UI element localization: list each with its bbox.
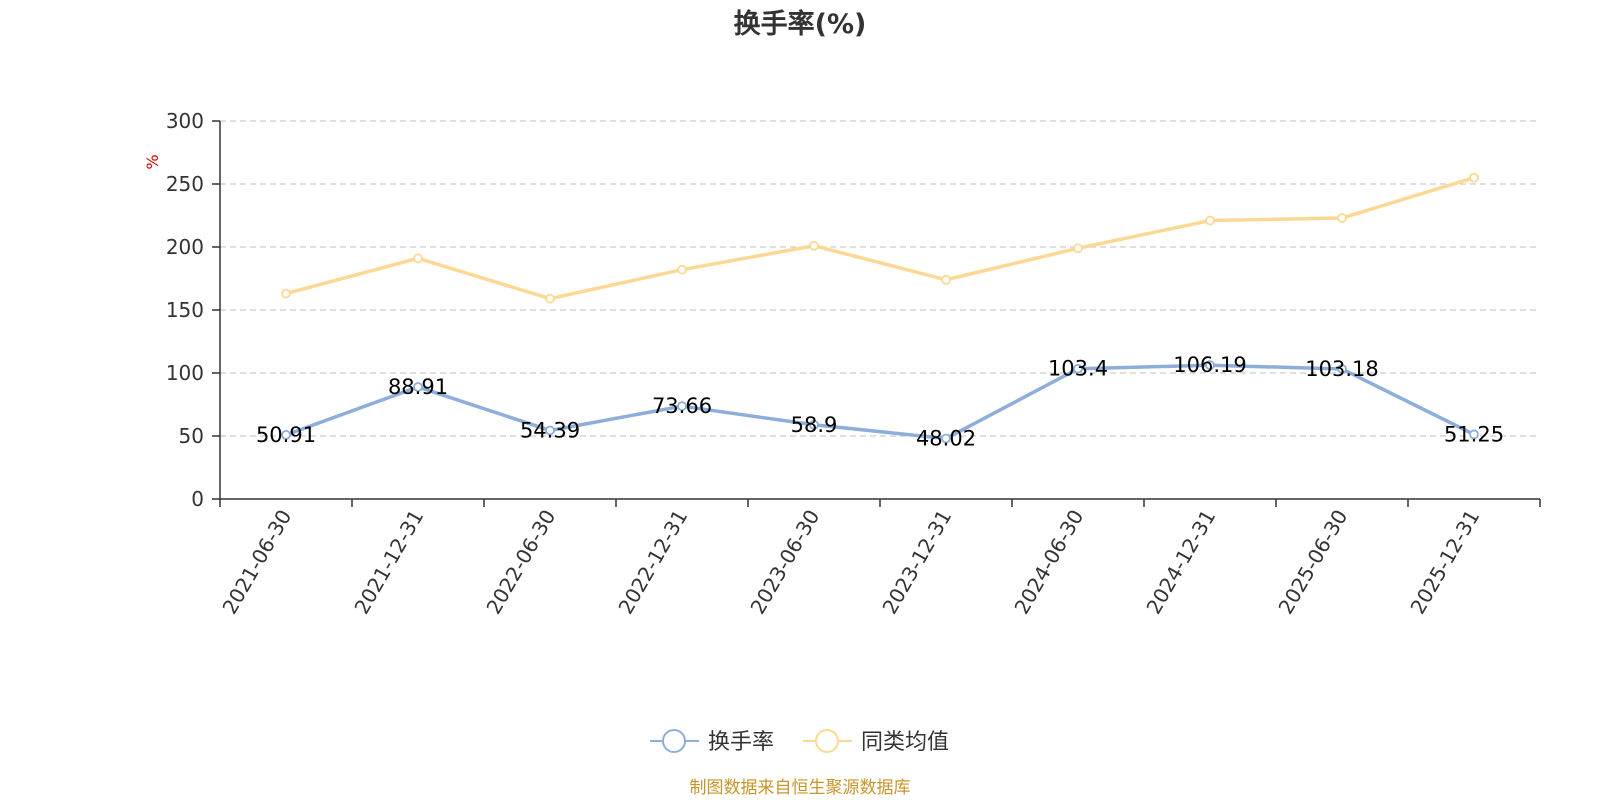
chart-title: 换手率(%) xyxy=(734,8,867,40)
x-tick-label: 2024-06-30 xyxy=(1009,506,1088,619)
data-label: 50.91 xyxy=(256,423,316,447)
data-point[interactable] xyxy=(809,240,819,251)
y-axis-unit-label: % xyxy=(143,154,162,169)
x-tick-label: 2023-12-31 xyxy=(877,506,956,619)
x-tick-label: 2024-12-31 xyxy=(1141,506,1220,619)
legend-item-peer-average[interactable]: 同类均值 xyxy=(803,729,949,755)
y-tick-label: 150 xyxy=(166,298,204,322)
data-label: 103.4 xyxy=(1048,357,1108,381)
legend: 换手率 同类均值 xyxy=(650,729,949,755)
data-point[interactable] xyxy=(677,401,687,412)
data-label: 48.02 xyxy=(916,426,976,450)
series-line xyxy=(285,363,1475,441)
data-point[interactable] xyxy=(413,382,423,392)
grid-lines xyxy=(220,120,1540,437)
data-point[interactable] xyxy=(281,429,291,440)
data-label: 103.18 xyxy=(1305,357,1378,381)
x-tick-label: 2025-12-31 xyxy=(1405,506,1484,619)
y-tick-label: 100 xyxy=(166,361,204,385)
x-tick-label: 2025-06-30 xyxy=(1273,506,1352,619)
y-tick-label: 0 xyxy=(191,487,204,511)
x-tick-label: 2021-06-30 xyxy=(217,506,296,619)
legend-marker-turnover xyxy=(662,729,686,753)
data-point[interactable] xyxy=(941,433,951,444)
data-point[interactable] xyxy=(413,253,423,264)
data-labels: 50.91 88.91 54.39 73.66 58.9 48.02 103.4 106.19… xyxy=(256,353,1504,450)
data-point[interactable] xyxy=(545,293,555,304)
legend-label-peer-average: 同类均值 xyxy=(861,730,949,755)
data-point[interactable] xyxy=(1337,213,1347,223)
data-label: 58.9 xyxy=(791,413,838,437)
data-point[interactable] xyxy=(1205,360,1215,371)
data-label: 106.19 xyxy=(1173,353,1246,377)
data-point[interactable] xyxy=(1205,215,1215,226)
y-tick-label: 300 xyxy=(166,109,204,133)
series-turnover xyxy=(281,360,1479,444)
series-line xyxy=(285,176,1475,301)
data-point[interactable] xyxy=(1073,363,1083,374)
legend-item-turnover[interactable]: 换手率 xyxy=(650,729,774,755)
x-tick-label: 2022-06-30 xyxy=(481,506,560,619)
series-layer xyxy=(281,172,1479,444)
data-point[interactable] xyxy=(809,419,819,430)
data-label: 51.25 xyxy=(1444,422,1504,446)
data-point[interactable] xyxy=(941,274,951,285)
x-tick-label: 2023-06-30 xyxy=(745,506,824,619)
x-tick-label: 2022-12-31 xyxy=(613,506,692,619)
data-point[interactable] xyxy=(1073,243,1083,254)
data-label: 73.66 xyxy=(652,394,712,418)
data-label: 54.39 xyxy=(520,418,580,442)
data-point[interactable] xyxy=(281,288,291,299)
data-point[interactable] xyxy=(1469,172,1479,183)
data-point[interactable] xyxy=(1469,429,1479,440)
y-tick-label: 200 xyxy=(166,235,204,259)
data-label: 88.91 xyxy=(388,375,448,399)
y-tick-label: 50 xyxy=(179,424,204,448)
data-point[interactable] xyxy=(545,425,555,436)
y-tick-label: 250 xyxy=(166,172,204,196)
data-source-note: 制图数据来自恒生聚源数据库 xyxy=(690,778,911,798)
x-tick-label: 2021-12-31 xyxy=(349,506,428,619)
series-peer-average xyxy=(281,172,1479,304)
data-point[interactable] xyxy=(1337,364,1347,374)
legend-marker-peer-average xyxy=(815,729,839,753)
legend-label-turnover: 换手率 xyxy=(708,730,774,755)
data-point[interactable] xyxy=(677,264,687,275)
